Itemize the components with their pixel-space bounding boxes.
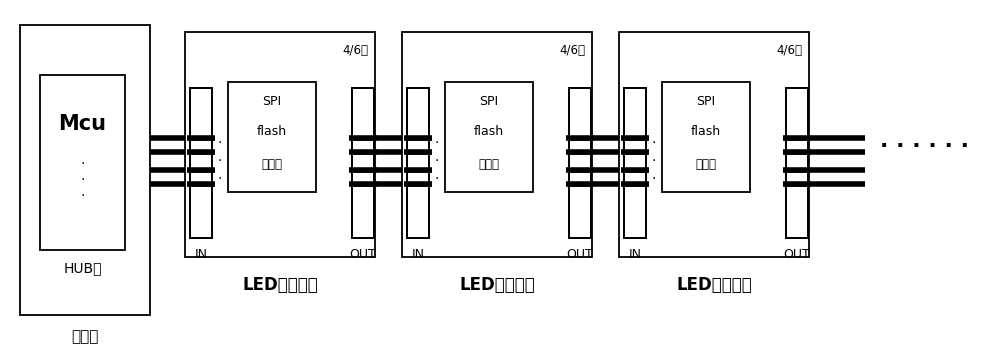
- Bar: [191, 89, 211, 237]
- Bar: [407, 88, 429, 238]
- Bar: [40, 75, 125, 250]
- Text: SPI: SPI: [479, 95, 499, 108]
- Text: ·: ·: [652, 154, 656, 168]
- Text: ·: ·: [652, 136, 656, 150]
- Text: 4/6线: 4/6线: [776, 44, 802, 57]
- Bar: [619, 32, 809, 257]
- Text: Mcu: Mcu: [58, 114, 106, 134]
- Bar: [624, 88, 646, 238]
- Text: ·: ·: [652, 172, 656, 186]
- Text: 4/6线: 4/6线: [559, 44, 585, 57]
- Bar: [569, 88, 591, 238]
- Bar: [786, 88, 808, 238]
- Bar: [625, 89, 645, 237]
- Text: ·
·
·: · · ·: [80, 157, 85, 203]
- Bar: [228, 82, 316, 192]
- Bar: [190, 88, 212, 238]
- Text: flash: flash: [257, 125, 287, 138]
- Text: flash: flash: [474, 125, 504, 138]
- Bar: [787, 89, 807, 237]
- Bar: [624, 88, 646, 238]
- Bar: [190, 88, 212, 238]
- Text: LED显示模组: LED显示模组: [459, 276, 535, 294]
- Bar: [402, 32, 592, 257]
- Text: ·: ·: [218, 154, 222, 168]
- Bar: [352, 88, 374, 238]
- Text: SPI: SPI: [696, 95, 716, 108]
- Text: SPI: SPI: [262, 95, 282, 108]
- Text: 线驱动: 线驱动: [479, 158, 500, 171]
- Bar: [352, 88, 374, 238]
- Text: LED显示模组: LED显示模组: [676, 276, 752, 294]
- Text: IN: IN: [412, 248, 424, 261]
- Text: OUT: OUT: [350, 248, 376, 261]
- Bar: [185, 32, 375, 257]
- Text: ·: ·: [435, 154, 439, 168]
- Text: ·: ·: [435, 172, 439, 186]
- Text: 4/6线: 4/6线: [342, 44, 368, 57]
- Bar: [407, 88, 429, 238]
- Text: ·: ·: [218, 136, 222, 150]
- Text: LED显示模组: LED显示模组: [242, 276, 318, 294]
- Text: HUB板: HUB板: [63, 261, 102, 275]
- Text: IN: IN: [194, 248, 208, 261]
- Text: IN: IN: [629, 248, 642, 261]
- Text: 线驱动: 线驱动: [262, 158, 283, 171]
- Text: OUT: OUT: [567, 248, 593, 261]
- Text: ·: ·: [218, 172, 222, 186]
- Text: flash: flash: [691, 125, 721, 138]
- Bar: [408, 89, 428, 237]
- Bar: [20, 25, 150, 315]
- Bar: [786, 88, 808, 238]
- Bar: [570, 89, 590, 237]
- Bar: [445, 82, 533, 192]
- Text: ·: ·: [435, 136, 439, 150]
- Text: · · · · · ·: · · · · · ·: [880, 136, 969, 156]
- Text: 线驱动: 线驱动: [696, 158, 716, 171]
- Bar: [569, 88, 591, 238]
- Text: 接收卡: 接收卡: [71, 329, 99, 345]
- Text: OUT: OUT: [784, 248, 810, 261]
- Bar: [353, 89, 373, 237]
- Bar: [662, 82, 750, 192]
